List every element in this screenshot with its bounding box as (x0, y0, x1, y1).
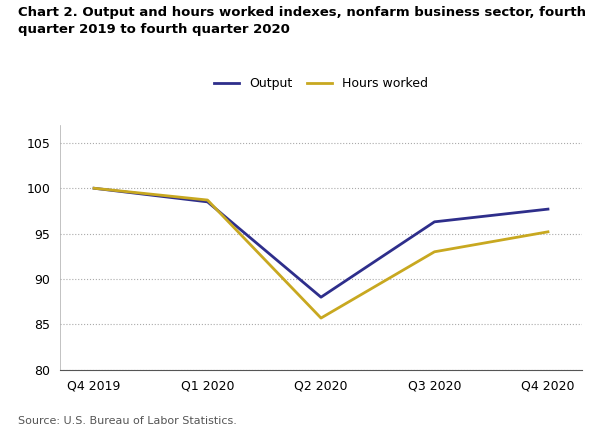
Output (544, 206, 551, 212)
Legend: Output, Hours worked: Output, Hours worked (214, 77, 428, 90)
Hours worked (91, 186, 98, 191)
Output (431, 219, 438, 224)
Line: Hours worked: Hours worked (94, 188, 548, 318)
Hours worked (204, 197, 211, 203)
Hours worked (544, 229, 551, 234)
Hours worked (317, 316, 325, 321)
Output (204, 199, 211, 204)
Text: Source: U.S. Bureau of Labor Statistics.: Source: U.S. Bureau of Labor Statistics. (18, 416, 237, 426)
Output (91, 186, 98, 191)
Output (317, 295, 325, 300)
Line: Output: Output (94, 188, 548, 297)
Text: Chart 2. Output and hours worked indexes, nonfarm business sector, fourth
quarte: Chart 2. Output and hours worked indexes… (18, 6, 586, 37)
Hours worked (431, 249, 438, 255)
